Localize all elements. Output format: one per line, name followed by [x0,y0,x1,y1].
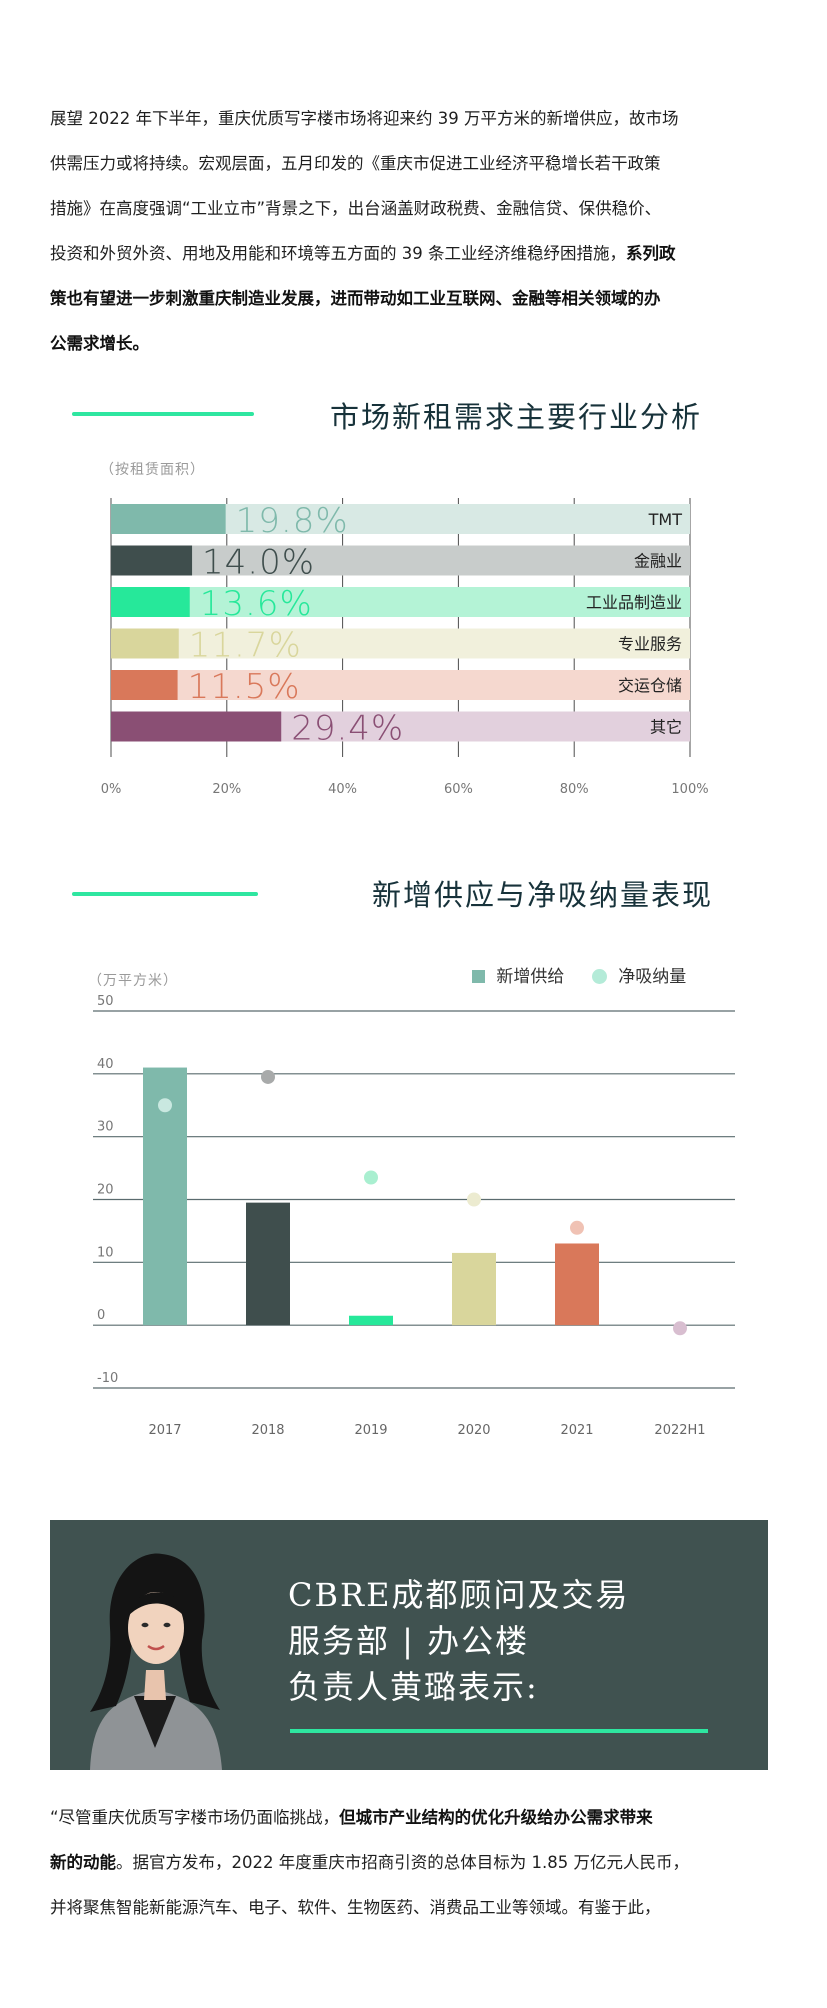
bar [111,587,190,617]
paragraph-line: 并将聚焦智能新能源汽车、电子、软件、生物医药、消费品工业等领域。有鉴于此， [50,1885,780,1930]
y-tick-label: 30 [97,1120,114,1135]
x-tick-label: 2017 [148,1423,181,1438]
chart-legend: 新增供给 净吸纳量 [472,962,686,987]
x-tick-label: 20% [212,782,241,797]
bold-text: 公需求增长。 [50,334,149,353]
supply-bar [555,1243,599,1326]
text-run: 投资和外贸外资、用地及用能和环境等五方面的 39 条工业经济维稳纾困措施， [50,244,626,263]
bold-text: 但城市产业结构的优化升级给办公需求带来 [339,1808,653,1827]
category-label: 工业品制造业 [586,593,682,612]
x-tick-label: 80% [560,782,589,797]
heading-accent-line [72,892,258,896]
absorption-point [158,1098,172,1113]
text-run: 。据官方发布，2022 年度重庆市招商引资的总体目标为 1.85 万亿元人民币， [116,1853,689,1872]
paragraph-line: 投资和外贸外资、用地及用能和环境等五方面的 39 条工业经济维稳纾困措施，系列政 [50,231,780,276]
paragraph-line: “尽管重庆优质写字楼市场仍面临挑战，但城市产业结构的优化升级给办公需求带来 [50,1795,780,1840]
value-label: 14.0% [202,543,315,583]
text-run: 并将聚焦智能新能源汽车、电子、软件、生物医药、消费品工业等领域。有鉴于此， [50,1898,661,1917]
heading-accent-line [72,412,254,416]
banner-accent-line [290,1729,708,1733]
banner-title-line: 服务部 | 办公楼 [288,1622,530,1660]
bar-track [111,545,690,576]
x-tick-label: 100% [671,782,708,797]
category-label: 交运仓储 [618,676,682,695]
value-label: 29.4% [291,709,404,749]
x-tick-label: 2018 [251,1423,284,1438]
category-label: 金融业 [634,552,682,571]
section-title: 市场新租需求主要行业分析 [330,400,703,434]
bar [111,711,282,742]
x-tick-label: 2019 [354,1423,387,1438]
absorption-point [364,1170,378,1185]
text-run: 供需压力或将持续。宏观层面，五月印发的《重庆市促进工业经济平稳增长若干政策 [50,154,661,173]
absorption-point [261,1069,275,1084]
bar-track [111,670,690,700]
spokesperson-photo [50,1520,260,1770]
y-tick-label: 10 [97,1245,114,1260]
bar [111,670,178,700]
legend-label-supply: 新增供给 [496,967,565,987]
text-run: 措施》在高度强调“工业立市”背景之下，出台涵盖财政税费、金融信贷、保供稳价、 [50,199,662,218]
category-label: 专业服务 [618,635,682,654]
supply-absorption-chart: -10 0 10 20 30 40 50 2017 2018 2019 2020 2021 2022H1 [93,994,735,1438]
paragraph-line: 展望 2022 年下半年，重庆优质写字楼市场将迎来约 39 万平方米的新增供应，… [50,96,780,141]
value-label: 11.5% [188,667,301,707]
supply-bar [349,1315,393,1326]
y-tick-label: 0 [97,1308,105,1323]
chart-unit-label: （按租赁面积） [100,462,205,478]
x-tick-label: 2020 [457,1423,490,1438]
bar-track [111,628,690,659]
y-tick-label: 50 [97,994,114,1009]
x-tick-label: 60% [444,782,473,797]
y-tick-label: -10 [97,1371,118,1386]
bar [111,628,179,659]
quote-paragraph: “尽管重庆优质写字楼市场仍面临挑战，但城市产业结构的优化升级给办公需求带来 新的动… [50,1795,780,1930]
paragraph-line: 新的动能。据官方发布，2022 年度重庆市招商引资的总体目标为 1.85 万亿元… [50,1840,780,1885]
absorption-point [570,1220,584,1235]
bar-track [111,587,690,617]
x-tick-label: 0% [101,782,122,797]
y-tick-label: 20 [97,1183,114,1198]
banner-title-line: CBRE成都顾问及交易 [288,1576,630,1614]
category-label: TMT [648,510,683,529]
banner-title-line: 负责人黄璐表示: [288,1668,539,1706]
value-label: 11.7% [189,626,302,666]
x-tick-label: 2021 [560,1423,593,1438]
section-heading-industry: 市场新租需求主要行业分析 [0,392,827,442]
chart-unit-label: （万平方米） [88,973,178,989]
paragraph-line: 策也有望进一步刺激重庆制造业发展，进而带动如工业互联网、金融等相关领域的办 [50,276,780,321]
banner-title: CBRE成都顾问及交易 服务部 | 办公楼 负责人黄璐表示: [288,1572,748,1710]
bar [111,545,193,576]
paragraph-line: 措施》在高度强调“工业立市”背景之下，出台涵盖财政税费、金融信贷、保供稳价、 [50,186,780,231]
industry-share-chart: 0% 20% 40% 60% 80% 100% 19.8% TMT 14.0% 金融业 13.6% 工… [101,498,709,797]
intro-paragraph: 展望 2022 年下半年，重庆优质写字楼市场将迎来约 39 万平方米的新增供应，… [50,96,780,366]
section-title: 新增供应与净吸纳量表现 [372,878,714,912]
y-tick-label: 40 [97,1057,114,1072]
legend-swatch-absorption [591,969,607,984]
section-heading-supply: 新增供应与净吸纳量表现 [0,872,827,922]
bold-text: 新的动能 [50,1853,116,1872]
bold-text: 系列政 [626,244,676,263]
text-run: 展望 2022 年下半年，重庆优质写字楼市场将迎来约 39 万平方米的新增供应，… [50,109,679,128]
paragraph-line: 公需求增长。 [50,321,780,366]
x-tick-label: 2022H1 [654,1423,705,1438]
bold-text: 策也有望进一步刺激重庆制造业发展，进而带动如工业互联网、金融等相关领域的办 [50,289,661,308]
absorption-point [467,1192,481,1207]
value-label: 13.6% [200,584,313,624]
legend-swatch-supply [472,970,485,983]
text-run: “尽管重庆优质写字楼市场仍面临挑战， [50,1808,340,1827]
value-label: 19.8% [236,501,349,541]
supply-bar [246,1202,290,1326]
supply-bar [452,1252,496,1326]
paragraph-line: 供需压力或将持续。宏观层面，五月印发的《重庆市促进工业经济平稳增长若干政策 [50,141,780,186]
legend-label-absorption: 净吸纳量 [618,967,687,987]
category-label: 其它 [650,718,682,737]
absorption-point [673,1321,687,1336]
bar [111,504,226,534]
spokesperson-banner: CBRE成都顾问及交易 服务部 | 办公楼 负责人黄璐表示: [50,1520,768,1770]
x-tick-label: 40% [328,782,357,797]
